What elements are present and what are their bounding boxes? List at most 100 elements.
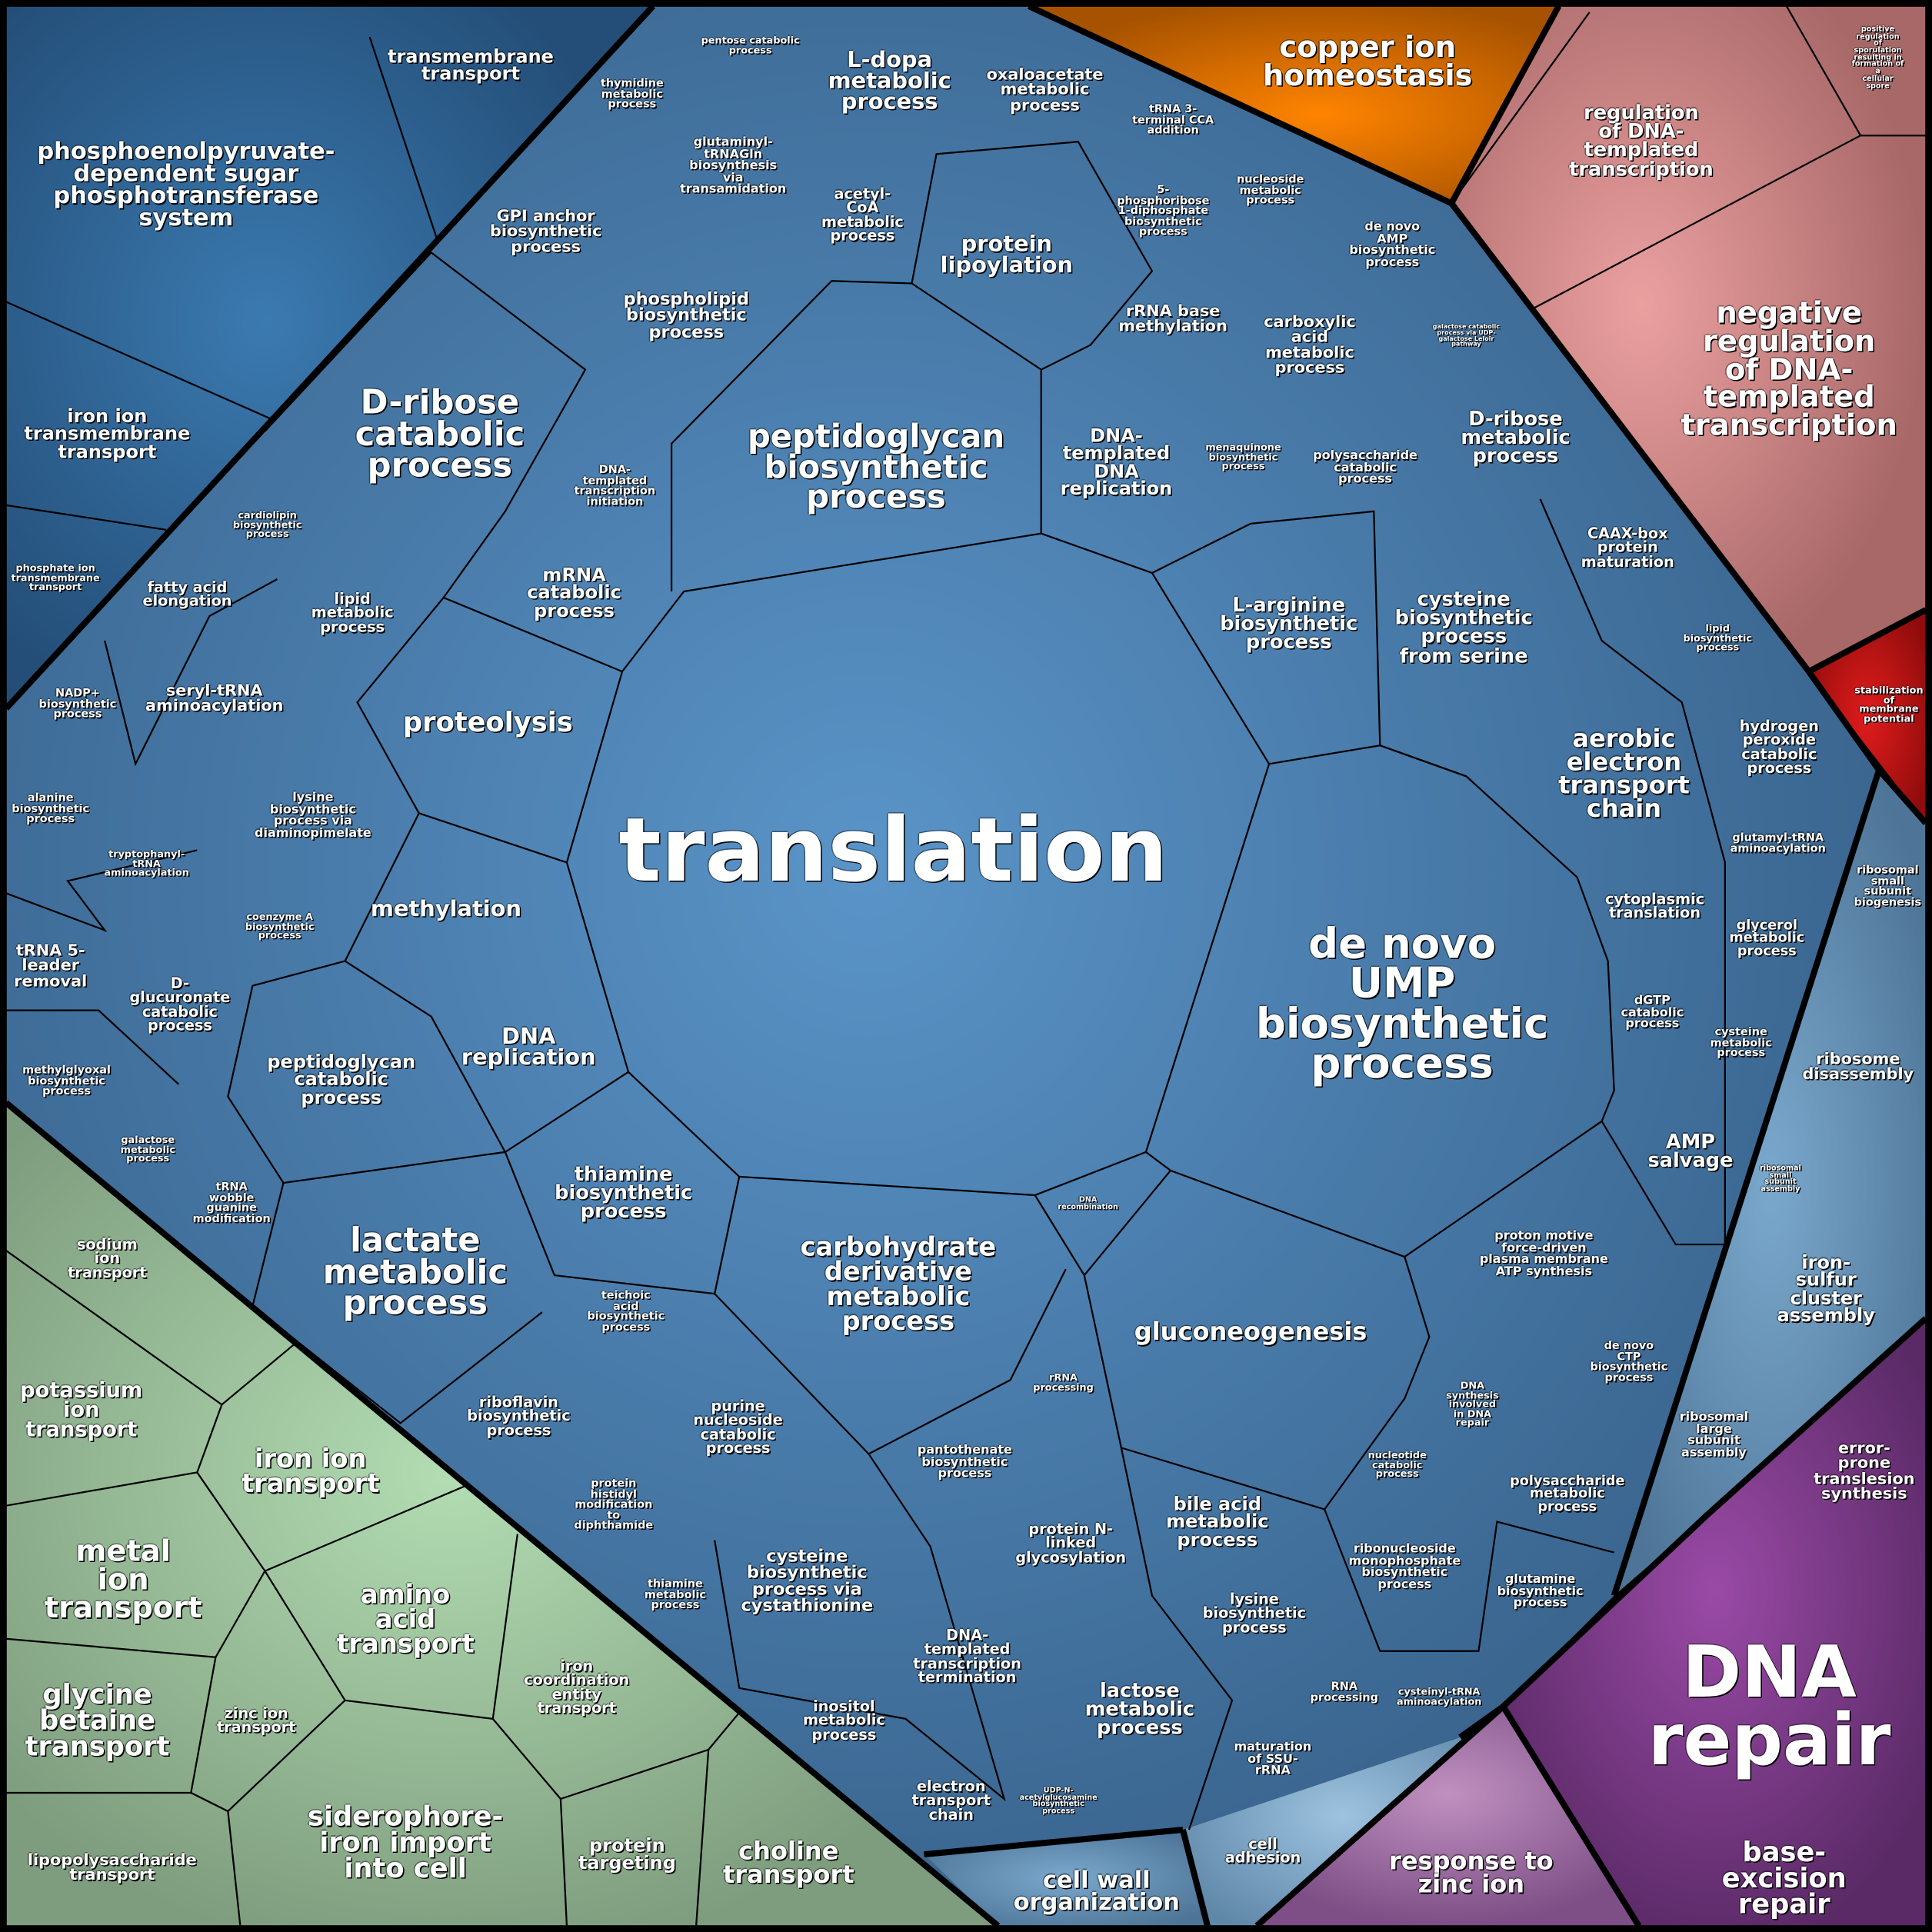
cell-label-galactose-metabolic-process: galactose metabolic process [120, 1134, 175, 1164]
cell-label-caax-box-protein-maturation: CAAX-box protein maturation [1581, 525, 1674, 571]
pink-cell-borders [1451, 5, 1926, 309]
cell-label-d-glucuronate-catabolic-process: D- glucuronate catabolic process [129, 974, 231, 1034]
cell-label-de-novo-ctp-biosynthetic-process: de novo CTP biosynthetic process [1590, 1340, 1668, 1384]
cell-label-sodium-ion-transport: sodium ion transport [68, 1235, 147, 1281]
cell-label-iron-ion-transport: iron ion transport [242, 1444, 380, 1499]
cell-label-protein-n-linked-glycosylation: protein N- linked glycosylation [1015, 1520, 1127, 1566]
cell-label-riboflavin-biosynthetic-process: riboflavin biosynthetic process [467, 1393, 571, 1439]
cell-label-ribosomal-small-subunit-assembly: ribosomal small subunit assembly [1760, 1164, 1801, 1194]
cell-label-thymidine-metabolic-process: thymidine metabolic process [600, 78, 664, 112]
cell-label-regulation-of-dna-templated-transcription: regulation of DNA- templated transcripti… [1569, 100, 1714, 181]
cell-label-cysteinyl-trna-aminoacylation: cysteinyl-tRNA aminoacylation [1396, 1686, 1482, 1707]
group-copper [1028, 6, 1559, 204]
cell-label-dna-replication: DNA replication [461, 1024, 596, 1071]
cell-label-mrna-catabolic-process: mRNA catabolic process [527, 564, 621, 621]
cell-label-thiamine-metabolic-process: thiamine metabolic process [644, 1578, 706, 1612]
cell-label-oxaloacetate-metabolic-process: oxaloacetate metabolic process [986, 65, 1104, 115]
cell-label-protein-histidyl-modification-to-diphthamide: protein histidyl modification to diphtha… [574, 1477, 654, 1533]
cell-label-iron-ion-transmembrane-transport: iron ion transmembrane transport [24, 405, 191, 462]
cell-label-carboxylic-acid-metabolic-process: carboxylic acid metabolic process [1264, 313, 1356, 378]
cell-label-teichoic-acid-biosynthetic-process: teichoic acid biosynthetic process [587, 1290, 665, 1334]
cell-label-dna-repair: DNA repair [1647, 1630, 1891, 1782]
cell-label-potassium-ion-transport: potassium ion transport [20, 1378, 143, 1444]
cell-label-base-excision-repair: base-excision repair [1721, 1837, 1847, 1920]
cell-label-glutamine-biosynthetic-process: glutamine biosynthetic process [1497, 1573, 1584, 1611]
cell-label-proteolysis: proteolysis [402, 708, 573, 739]
cell-label-gluconeogenesis: gluconeogenesis [1134, 1316, 1367, 1347]
cell-label-hydrogen-peroxide-catabolic-process: hydrogen peroxide catabolic process [1739, 717, 1819, 777]
group-cell-wall [924, 1830, 1208, 1926]
cell-label-acetyl-coa-metabolic-process: acetyl- CoA metabolic process [821, 185, 904, 245]
group-dna-repair [1503, 1318, 1926, 1926]
cell-label-cysteine-metabolic-process: cysteine metabolic process [1710, 1026, 1772, 1061]
cell-label-thiamine-biosynthetic-process: thiamine biosynthetic process [555, 1162, 693, 1224]
cell-label-de-novo-amp-biosynthetic-process: de novo AMP biosynthetic process [1349, 220, 1436, 270]
cell-label-purine-nucleoside-catabolic-process: purine nucleoside catabolic process [693, 1397, 783, 1457]
cell-label-dna-templated-dna-replication: DNA- templated DNA replication [1060, 424, 1173, 500]
cell-label-methylglyoxal-biosynthetic-process: methylglyoxal biosynthetic process [22, 1064, 111, 1098]
cell-label-phosphoenolpyruvate-dependent-sugar-phosphotransferase-system: phosphoenolpyruvate- dependent sugar pho… [37, 138, 335, 232]
cell-label-coenzyme-a-biosynthetic-process: coenzyme A biosynthetic process [245, 911, 315, 941]
cell-label-bile-acid-metabolic-process: bile acid metabolic process [1166, 1493, 1269, 1551]
cell-label-dna-synthesis-involved-in-dna-repair: DNA synthesis involved in DNA repair [1446, 1380, 1499, 1429]
cell-label-protein-lipoylation: protein lipoylation [940, 232, 1074, 279]
cell-label-choline-transport: choline transport [722, 1836, 854, 1889]
cell-label-cell-wall-organization: cell wall organization [1013, 1867, 1180, 1917]
cell-label-translation: translation [618, 798, 1168, 902]
cell-label-ribosome-disassembly: ribosome disassembly [1802, 1050, 1914, 1084]
cell-label-zinc-ion-transport: zinc ion transport [217, 1704, 296, 1737]
cell-label-copper-ion-homeostasis: copper ion homeostasis [1263, 29, 1473, 93]
cell-label-glycerol-metabolic-process: glycerol metabolic process [1729, 917, 1805, 959]
cell-label-trna-3-terminal-cca-addition: tRNA 3- terminal CCA addition [1132, 103, 1214, 138]
cell-label-lipopolysaccharide-transport: lipopolysaccharide transport [27, 1851, 197, 1886]
cell-label-ribosomal-large-subunit-assembly: ribosomal large subunit assembly [1679, 1411, 1749, 1460]
cell-label-ribonucleoside-monophosphate-biosynthetic-process: ribonucleoside monophosphate biosyntheti… [1348, 1542, 1461, 1592]
cell-label-lysine-biosynthetic-process: lysine biosynthetic process [1202, 1591, 1307, 1637]
cell-label-methylation: methylation [370, 896, 521, 923]
cell-label-lipid-biosynthetic-process: lipid biosynthetic process [1683, 623, 1753, 653]
green-cell-borders [5, 1250, 741, 1927]
group-blue-main [6, 6, 1880, 1926]
cell-label-maturation-of-ssu-rrna: maturation of SSU- rRNA [1234, 1740, 1312, 1778]
cell-label-phosphate-ion-transmembrane-transport: phosphate ion transmembrane transport [11, 562, 100, 593]
cell-label-trna-5-leader-removal: tRNA 5- leader removal [14, 941, 88, 991]
cell-label-udp-n-acetylglucosamine-biosynthetic-process: UDP-N- acetylglucosamine biosynthetic pr… [1019, 1786, 1098, 1816]
cell-label-carbohydrate-derivative-metabolic-process: carbohydrate derivative metabolic proces… [800, 1232, 997, 1336]
cell-label-cardiolipin-biosynthetic-process: cardiolipin biosynthetic process [232, 509, 302, 540]
cell-label-lipid-metabolic-process: lipid metabolic process [311, 590, 394, 636]
cell-label-d-ribose-metabolic-process: D-ribose metabolic process [1461, 407, 1571, 468]
cell-label-aerobic-electron-transport-chain: aerobic electron transport chain [1558, 723, 1690, 824]
cell-label-protein-targeting: protein targeting [578, 1834, 676, 1874]
cell-label-cytoplasmic-translation: cytoplasmic translation [1604, 890, 1705, 922]
cell-label-error-prone-translesion-synthesis: error- prone translesion synthesis [1814, 1439, 1915, 1504]
cell-label-proton-motive-force-driven-plasma-membrane-atp-synthesis: proton motive force-driven plasma membra… [1479, 1229, 1608, 1279]
cell-label-polysaccharide-catabolic-process: polysaccharide catabolic process [1313, 449, 1417, 487]
cell-label-trna-wobble-guanine-modification: tRNA wobble guanine modification [192, 1181, 271, 1226]
cell-label-l-dopa-metabolic-process: L-dopa metabolic process [828, 47, 951, 115]
cell-label-cysteine-biosynthetic-process-via-cystathionine: cysteine biosynthetic process via cystat… [741, 1547, 874, 1616]
cell-label-lysine-biosynthetic-process-via-diaminopimelate: lysine biosynthetic process via diaminop… [255, 791, 371, 840]
cell-label-amino-acid-transport: amino acid transport [336, 1579, 475, 1659]
cell-label-response-to-zinc-ion: response to zinc ion [1389, 1845, 1554, 1899]
cell-label-dna-templated-transcription-initiation: DNA- templated transcription initiation [574, 464, 656, 508]
group-cell-adhesion [1182, 1706, 1504, 1926]
cell-label-l-arginine-biosynthetic-process: L-arginine biosynthetic process [1220, 592, 1358, 655]
cell-label-iron-coordination-entity-transport: iron coordination entity transport [524, 1657, 630, 1717]
cell-label-negative-regulation-of-dna-templated-transcription: negative regulation of DNA- templated tr… [1681, 295, 1897, 443]
cell-label-glutaminyl-trnagln-biosynthesis-via-transamidation: glutaminyl- tRNAGln biosynthesis via tra… [680, 135, 787, 197]
cell-label-inositol-metabolic-process: inositol metabolic process [803, 1697, 885, 1744]
cell-label-cell-adhesion: cell adhesion [1224, 1835, 1301, 1867]
cell-label-dna-templated-transcription-termination: DNA- templated transcription termination [913, 1627, 1021, 1687]
group-ribosome [1614, 770, 1926, 1596]
cell-borders [5, 5, 1726, 1830]
cell-label-lactose-metabolic-process: lactose metabolic process [1084, 1678, 1195, 1740]
cell-label-pentose-catabolic-process: pentose catabolic process [701, 35, 800, 56]
cell-label-seryl-trna-aminoacylation: seryl-tRNA aminoacylation [145, 681, 284, 716]
cell-label-phospholipid-biosynthetic-process: phospholipid biosynthetic process [623, 289, 750, 342]
cell-label-dgtp-catabolic-process: dGTP catabolic process [1621, 994, 1684, 1031]
cell-label-tryptophanyl-trna-aminoacylation: tryptophanyl- tRNA aminoacylation [104, 848, 189, 878]
cell-label-polysaccharide-metabolic-process: polysaccharide metabolic process [1510, 1472, 1625, 1515]
cell-label-nadp-biosynthetic-process: NADP+ biosynthetic process [38, 688, 117, 721]
